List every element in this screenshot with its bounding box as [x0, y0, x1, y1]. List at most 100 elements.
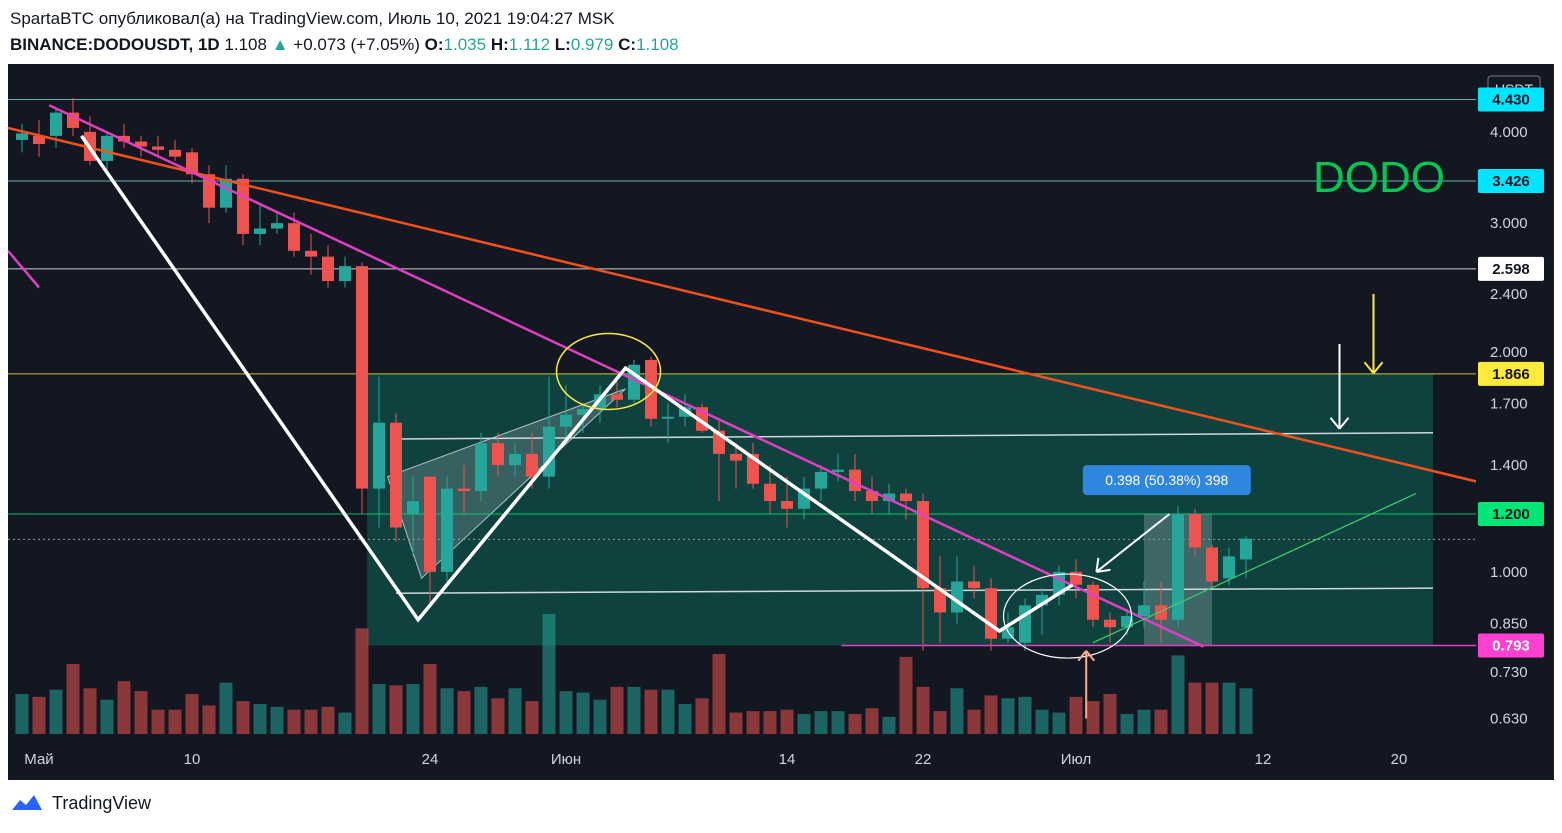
candle-body [883, 493, 895, 502]
volume-bar [763, 711, 777, 734]
candle-body [866, 491, 878, 502]
volume-bar [712, 654, 726, 734]
volume-bar [15, 694, 29, 734]
open-label: O: [424, 35, 444, 54]
volume-bar [1052, 712, 1066, 734]
volume-bar [797, 714, 811, 734]
price-chart[interactable]: 0.398 (50.38%) 398DODOUSDT4.0003.0002.40… [8, 64, 1554, 780]
candle-body [509, 453, 521, 466]
y-tick-label: 1.400 [1490, 457, 1528, 474]
candle-body [1121, 616, 1133, 628]
candle-body [730, 453, 742, 461]
volume-bar [899, 656, 913, 734]
x-tick-label: Июл [1061, 751, 1091, 768]
price-label-text: 0.793 [1492, 637, 1530, 654]
volume-bar [661, 689, 675, 734]
candle-body [135, 141, 147, 147]
volume-bar [576, 692, 590, 734]
volume-bar [474, 686, 488, 734]
volume-bar [1188, 682, 1202, 734]
volume-bar [49, 689, 63, 734]
candle-body [50, 112, 62, 136]
volume-bar [525, 701, 539, 734]
candle-body [1240, 538, 1252, 560]
candle-body [1036, 594, 1048, 606]
price-label-box [1478, 633, 1544, 658]
candle-body [985, 588, 997, 639]
volume-bar [933, 711, 947, 734]
measure-label-box [1082, 465, 1251, 496]
candle-body [900, 493, 912, 502]
x-tick-label: Июн [551, 751, 581, 768]
volume-bar [83, 688, 97, 734]
channel-lower-line [395, 587, 1434, 594]
volume-bar [372, 684, 386, 734]
candle-body [186, 152, 198, 175]
volume-bar [168, 709, 182, 734]
volume-bar [236, 701, 250, 734]
volume-bar [950, 688, 964, 734]
candle-body [1223, 556, 1235, 579]
price-label-box [1478, 502, 1544, 526]
tradingview-logo-icon [12, 795, 42, 810]
volume-bar [916, 686, 930, 734]
candle-body [764, 483, 776, 502]
price-label-text: 2.598 [1492, 261, 1530, 278]
volume-bar [406, 684, 420, 734]
volume-bar [219, 682, 233, 734]
range-zone [367, 373, 1434, 646]
measure-label-text: 0.398 (50.38%) 398 [1105, 472, 1228, 488]
pink-up-arrow [1077, 650, 1095, 719]
candle-body [645, 359, 657, 419]
low-label: L: [554, 35, 571, 54]
x-tick-label: Май [24, 751, 53, 768]
volume-bar [491, 698, 505, 734]
volume-bar [202, 705, 216, 734]
chart-title: DODO [1313, 153, 1445, 202]
volume-bar [695, 698, 709, 734]
x-tick-label: 22 [915, 751, 932, 768]
open-value: 1.035 [443, 35, 487, 54]
volume-bar [1239, 688, 1253, 734]
ohlc-line: BINANCE:DODOUSDT, 1D 1.108 ▲ +0.073 (+7.… [10, 32, 679, 58]
y-tick-label: 1.700 [1490, 395, 1528, 412]
volume-bar [134, 691, 148, 734]
price-label-box [1478, 87, 1544, 112]
candle-body [1087, 584, 1099, 620]
candle-body [832, 469, 844, 472]
y-tick-label: 1.000 [1490, 564, 1528, 581]
white-ellipse-annotation [1002, 573, 1133, 659]
candle-body [1155, 605, 1167, 620]
footer: TradingView [10, 792, 151, 814]
volume-bar [984, 695, 998, 734]
change-value: +0.073 (+7.05%) [293, 35, 420, 54]
x-tick-label: 24 [422, 751, 439, 768]
close-value: 1.108 [636, 35, 679, 54]
volume-bar [865, 708, 879, 734]
volume-bar [355, 628, 369, 734]
price-label-text: 1.866 [1492, 366, 1530, 383]
volume-bar [593, 699, 607, 734]
candle-body [373, 422, 385, 489]
price-label-box [1478, 256, 1544, 281]
candle-body [1104, 619, 1116, 628]
price-label-text: 4.430 [1492, 91, 1530, 108]
chart-area[interactable]: 0.398 (50.38%) 398DODOUSDT4.0003.0002.40… [8, 64, 1554, 780]
candle-body [101, 135, 113, 161]
candle-body [1138, 605, 1150, 617]
volume-bar [66, 664, 80, 734]
volume-bar [151, 709, 165, 734]
chart-header: SpartaBTC опубликовал(а) на TradingView.… [10, 6, 679, 58]
candle-body [33, 135, 45, 144]
white-arrow-pointer [1095, 513, 1171, 573]
y-tick-label: 3.000 [1490, 215, 1528, 232]
volume-bar [627, 686, 641, 734]
volume-bar [508, 688, 522, 734]
yellow-down-arrow [1363, 294, 1384, 374]
candle-body [815, 471, 827, 489]
up-triangle-icon: ▲ [271, 35, 289, 54]
candle-body [577, 409, 589, 415]
candle-body [1206, 547, 1218, 582]
yellow-ellipse-annotation [555, 332, 662, 411]
volume-bar [440, 688, 454, 734]
